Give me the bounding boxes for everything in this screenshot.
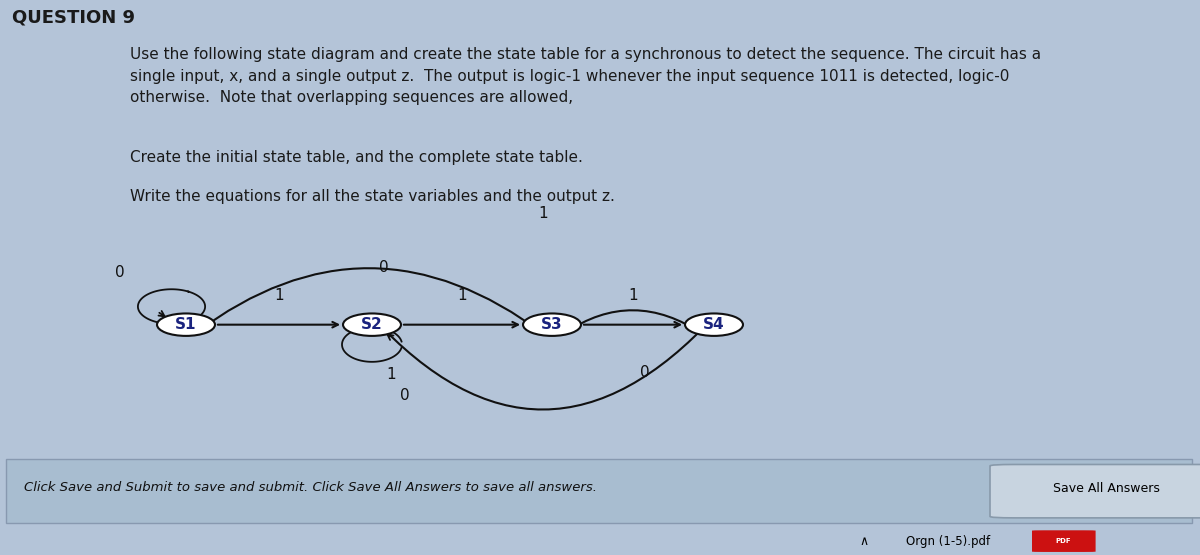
Text: 0: 0 <box>379 260 389 275</box>
Text: Write the equations for all the state variables and the output z.: Write the equations for all the state va… <box>130 189 614 204</box>
Text: Use the following state diagram and create the state table for a synchronous to : Use the following state diagram and crea… <box>130 47 1040 105</box>
Text: QUESTION 9: QUESTION 9 <box>12 8 134 26</box>
Text: S1: S1 <box>175 317 197 332</box>
Text: PDF: PDF <box>1055 538 1072 543</box>
Text: S2: S2 <box>361 317 383 332</box>
FancyBboxPatch shape <box>990 465 1200 518</box>
FancyBboxPatch shape <box>6 460 1192 523</box>
Text: 1: 1 <box>538 206 548 221</box>
Text: Click Save and Submit to save and submit. Click Save All Answers to save all ans: Click Save and Submit to save and submit… <box>24 481 598 494</box>
Text: 0: 0 <box>115 265 125 280</box>
Text: Save All Answers: Save All Answers <box>1052 482 1160 495</box>
Ellipse shape <box>685 314 743 336</box>
Text: 1: 1 <box>274 287 284 303</box>
Text: 0: 0 <box>640 365 650 380</box>
Text: 1: 1 <box>386 367 396 382</box>
Ellipse shape <box>343 314 401 336</box>
Text: 0: 0 <box>400 387 410 402</box>
Text: 1: 1 <box>457 287 467 303</box>
Text: ∧: ∧ <box>859 534 869 548</box>
Text: S3: S3 <box>541 317 563 332</box>
Text: 1: 1 <box>628 287 638 303</box>
Text: S4: S4 <box>703 317 725 332</box>
Text: Create the initial state table, and the complete state table.: Create the initial state table, and the … <box>130 150 582 165</box>
Ellipse shape <box>523 314 581 336</box>
Ellipse shape <box>157 314 215 336</box>
Text: Orgn (1-5).pdf: Orgn (1-5).pdf <box>906 534 990 548</box>
FancyBboxPatch shape <box>1032 531 1096 552</box>
